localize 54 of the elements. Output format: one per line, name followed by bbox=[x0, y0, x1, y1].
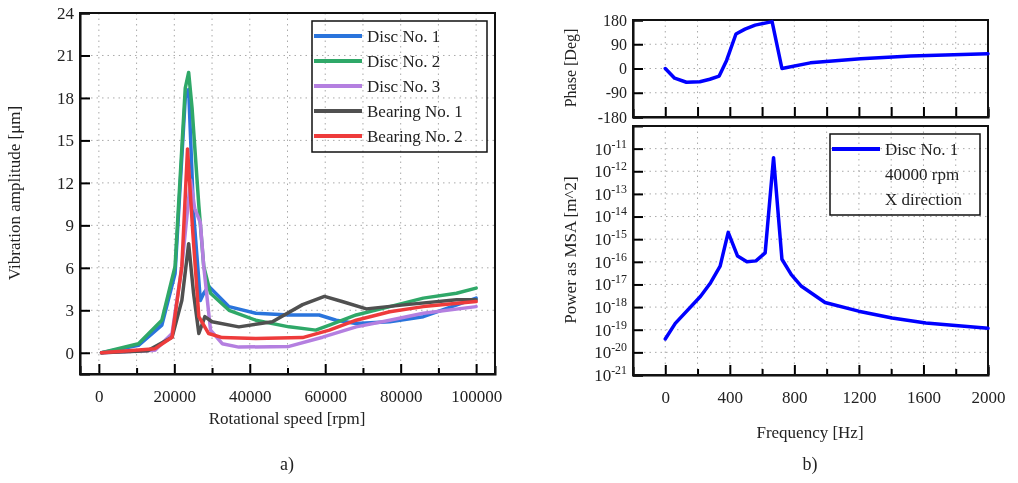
x-tick-label: 800 bbox=[782, 388, 808, 408]
x-tick-label: 2000 bbox=[971, 388, 1006, 408]
x-tick-label: 80000 bbox=[379, 387, 423, 407]
y-tick-label: -90 bbox=[605, 84, 627, 102]
y-tick-label: 10$^{-21}$ bbox=[594, 362, 628, 385]
y-tick-label: 10$^{-18}$ bbox=[594, 295, 628, 318]
text: b) bbox=[802, 454, 818, 475]
x-axis-title: Frequency [Hz] bbox=[756, 423, 864, 442]
x-tick-label: 0 bbox=[661, 388, 671, 408]
text: a) bbox=[280, 454, 294, 475]
y-tick-label: 6 bbox=[65, 258, 74, 278]
y-tick-label: 21 bbox=[57, 46, 74, 66]
x-tick-label: 1200 bbox=[842, 388, 877, 408]
x-tick-label: 1600 bbox=[906, 388, 941, 408]
legend-label: Disc No. 2 bbox=[367, 52, 441, 71]
legend-label: Disc No. 3 bbox=[367, 77, 441, 96]
y-tick-label: 9 bbox=[65, 216, 74, 236]
annotation: X direction bbox=[885, 190, 963, 209]
y-tick-label: 10$^{-19}$ bbox=[594, 317, 628, 340]
y-tick-label: 15 bbox=[57, 131, 74, 151]
y-tick-label: 10$^{-17}$ bbox=[594, 272, 628, 295]
legend-label: Disc No. 1 bbox=[367, 27, 441, 46]
y-tick-label: 24 bbox=[57, 3, 75, 23]
x-tick-label: 400 bbox=[717, 388, 744, 408]
legend-label: Bearing No. 1 bbox=[367, 102, 463, 121]
y-axis-title: Vibration amplitude [μm] bbox=[5, 105, 24, 281]
y-axis-title: Phase [Deg] bbox=[562, 28, 580, 108]
y-tick-label: 0 bbox=[619, 60, 627, 78]
y-tick-label: 10$^{-16}$ bbox=[594, 249, 628, 272]
x-tick-label: 60000 bbox=[304, 387, 347, 407]
y-tick-label: 3 bbox=[65, 301, 74, 321]
y-tick-label: 90 bbox=[611, 35, 627, 53]
x-tick-label: 40000 bbox=[229, 387, 272, 407]
legend-label: Disc No. 1 bbox=[885, 140, 959, 159]
y-tick-label: 10$^{-15}$ bbox=[594, 227, 628, 250]
y-tick-label: -180 bbox=[597, 108, 627, 126]
annotation: 40000 rpm bbox=[885, 165, 960, 184]
y-tick-label: 10$^{-11}$ bbox=[594, 136, 628, 159]
y-axis-title: Power as MSA [m^2] bbox=[561, 176, 580, 324]
x-tick-label: 20000 bbox=[153, 387, 197, 407]
y-tick-label: 10$^{-14}$ bbox=[594, 204, 628, 227]
y-tick-label: 10$^{-12}$ bbox=[594, 159, 628, 182]
legend-label: Bearing No. 2 bbox=[367, 127, 463, 146]
line-series bbox=[663, 155, 990, 341]
y-tick-label: 0 bbox=[65, 343, 74, 363]
y-tick-label: 18 bbox=[57, 88, 74, 108]
line-series bbox=[663, 19, 990, 84]
x-axis-title: Rotational speed [rpm] bbox=[208, 409, 366, 428]
y-tick-label: 10$^{-20}$ bbox=[594, 340, 628, 363]
y-tick-label: 12 bbox=[57, 173, 74, 193]
x-tick-label: 0 bbox=[95, 387, 104, 407]
x-tick-label: 100000 bbox=[451, 387, 503, 407]
y-tick-label: 10$^{-13}$ bbox=[594, 181, 628, 204]
y-tick-label: 180 bbox=[603, 11, 627, 29]
